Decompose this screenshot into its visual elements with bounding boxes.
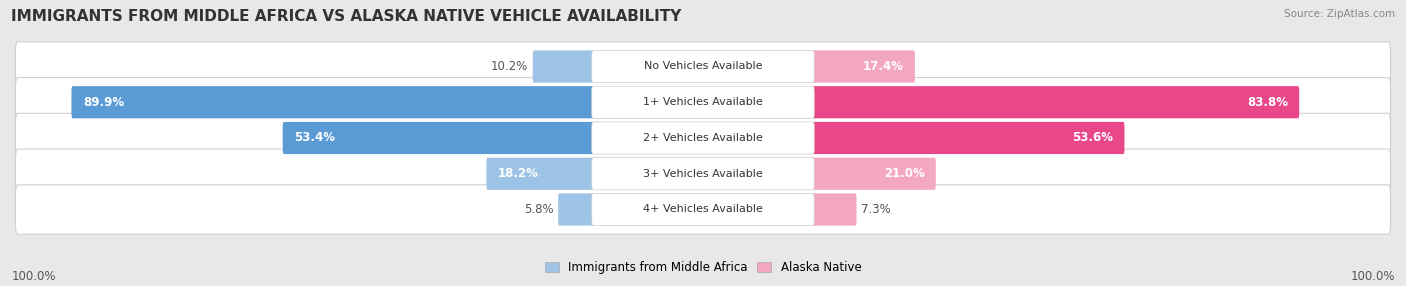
FancyBboxPatch shape xyxy=(15,42,1391,91)
Text: 10.2%: 10.2% xyxy=(491,60,529,73)
Text: 18.2%: 18.2% xyxy=(498,167,538,180)
Text: 53.6%: 53.6% xyxy=(1073,132,1114,144)
Text: 4+ Vehicles Available: 4+ Vehicles Available xyxy=(643,204,763,214)
Text: 21.0%: 21.0% xyxy=(884,167,924,180)
FancyBboxPatch shape xyxy=(592,86,814,118)
FancyBboxPatch shape xyxy=(15,185,1391,234)
FancyBboxPatch shape xyxy=(486,158,593,190)
FancyBboxPatch shape xyxy=(592,122,814,154)
FancyBboxPatch shape xyxy=(813,158,936,190)
Legend: Immigrants from Middle Africa, Alaska Native: Immigrants from Middle Africa, Alaska Na… xyxy=(540,256,866,279)
Text: 1+ Vehicles Available: 1+ Vehicles Available xyxy=(643,97,763,107)
Text: 7.3%: 7.3% xyxy=(860,203,891,216)
Text: 100.0%: 100.0% xyxy=(1350,270,1395,283)
FancyBboxPatch shape xyxy=(72,86,593,118)
FancyBboxPatch shape xyxy=(283,122,593,154)
Text: 83.8%: 83.8% xyxy=(1247,96,1288,109)
Text: 5.8%: 5.8% xyxy=(524,203,554,216)
Text: 3+ Vehicles Available: 3+ Vehicles Available xyxy=(643,169,763,179)
FancyBboxPatch shape xyxy=(15,78,1391,127)
Text: 17.4%: 17.4% xyxy=(863,60,904,73)
Text: No Vehicles Available: No Vehicles Available xyxy=(644,61,762,72)
FancyBboxPatch shape xyxy=(592,50,814,83)
Text: 89.9%: 89.9% xyxy=(83,96,124,109)
FancyBboxPatch shape xyxy=(533,50,593,83)
FancyBboxPatch shape xyxy=(813,122,1125,154)
FancyBboxPatch shape xyxy=(15,149,1391,198)
FancyBboxPatch shape xyxy=(813,50,915,83)
Text: 100.0%: 100.0% xyxy=(11,270,56,283)
Text: 53.4%: 53.4% xyxy=(294,132,335,144)
Text: Source: ZipAtlas.com: Source: ZipAtlas.com xyxy=(1284,9,1395,19)
FancyBboxPatch shape xyxy=(558,193,593,226)
Text: IMMIGRANTS FROM MIDDLE AFRICA VS ALASKA NATIVE VEHICLE AVAILABILITY: IMMIGRANTS FROM MIDDLE AFRICA VS ALASKA … xyxy=(11,9,682,23)
FancyBboxPatch shape xyxy=(813,86,1299,118)
FancyBboxPatch shape xyxy=(813,193,856,226)
FancyBboxPatch shape xyxy=(592,158,814,190)
Text: 2+ Vehicles Available: 2+ Vehicles Available xyxy=(643,133,763,143)
FancyBboxPatch shape xyxy=(592,193,814,226)
FancyBboxPatch shape xyxy=(15,113,1391,163)
